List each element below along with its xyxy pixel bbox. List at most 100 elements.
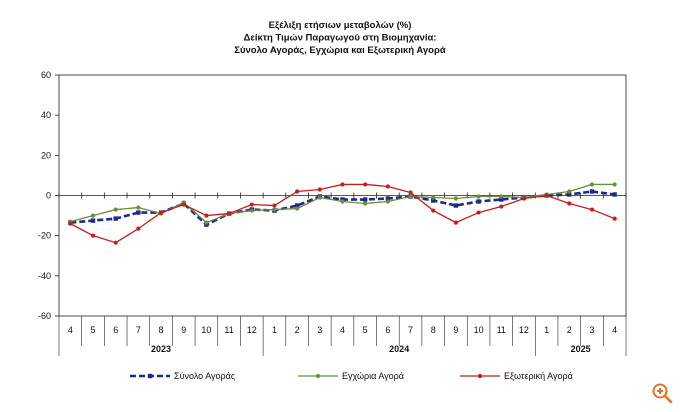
data-point [68,221,73,226]
data-point [227,211,232,216]
data-point [385,196,391,201]
x-tick-label: 6 [113,325,118,335]
y-tick-label: 0 [46,191,51,201]
data-point [453,220,458,225]
x-tick-label: 8 [159,325,164,335]
data-point [589,189,595,194]
y-tick-label: 40 [41,110,51,120]
data-point [340,182,345,187]
x-tick-label: 7 [408,325,413,335]
data-point [136,205,141,210]
y-tick-label: -20 [38,231,51,241]
x-tick-label: 5 [363,325,368,335]
chart-title: Εξέλιξη ετήσιων μεταβολών (%) Δείκτη Τιμώ… [234,20,446,56]
data-point [272,203,277,208]
legend-item: Εξωτερική Αγορά [460,371,573,381]
legend-label: Εξωτερική Αγορά [504,371,573,381]
x-tick-label: 8 [431,325,436,335]
data-point [317,195,322,200]
data-point [476,210,481,215]
data-point [544,193,549,198]
data-point [249,208,254,213]
x-tick-label: 12 [247,325,257,335]
y-tick-label: 20 [41,150,51,160]
data-point [204,220,209,225]
x-tick-label: 3 [589,325,594,335]
data-point [249,202,254,207]
data-point [113,240,118,245]
legend-marker [315,373,321,379]
data-point [272,207,277,212]
series-1 [68,189,617,227]
x-tick-label: 9 [181,325,186,335]
legend-item: Εγχώρια Αγορά [298,371,404,381]
data-point [453,196,458,201]
data-point [363,182,368,187]
chart-title-line: Σύνολο Αγοράς, Εγχώρια και Εξωτερική Αγο… [234,45,446,56]
x-tick-label: 12 [519,325,529,335]
x-tick-label: 10 [474,325,484,335]
data-point [521,196,527,201]
x-tick-label: 5 [91,325,96,335]
data-point [589,207,595,212]
data-point [476,194,481,199]
data-point [567,192,572,197]
data-point [158,210,164,215]
data-point [408,190,413,195]
data-point [567,201,572,206]
legend-marker [477,373,483,379]
zoom-in-button[interactable] [650,381,674,405]
data-point [363,201,368,206]
data-point [362,197,368,202]
y-tick-label: -60 [38,311,51,321]
year-label: 2023 [151,344,171,354]
x-tick-label: 11 [497,325,506,335]
data-point [136,226,141,231]
data-point [295,189,300,194]
data-point [385,199,390,204]
zoom-in-icon [652,383,673,404]
x-tick-label: 4 [340,325,345,335]
data-point [453,203,459,208]
data-point [90,218,96,223]
data-point [181,202,186,207]
x-tick-label: 2 [295,325,300,335]
data-point [113,216,118,221]
data-point [612,216,617,221]
series-layer [68,182,617,245]
data-point [476,199,481,204]
legend-marker [147,373,153,379]
data-point [90,213,96,218]
x-tick-label: 6 [385,325,390,335]
data-point [113,207,118,212]
x-tick-label: 4 [612,325,617,335]
data-point [612,192,617,197]
data-point [136,210,141,215]
data-point [204,213,209,218]
legend-item: Σύνολο Αγοράς [130,371,236,381]
x-tick-label: 10 [201,325,211,335]
series-3 [68,182,617,245]
data-point [431,195,436,200]
data-point [431,198,436,203]
data-point [294,203,300,208]
data-point [340,199,345,204]
data-point [90,233,96,238]
chart-title-line: Εξέλιξη ετήσιων μεταβολών (%) [269,20,412,31]
legend-label: Εγχώρια Αγορά [342,371,404,381]
year-label: 2024 [389,344,409,354]
y-tick-label: -40 [38,271,51,281]
chart-title-line: Δείκτη Τιμών Παραγωγού στη Βιομηχανία: [244,33,437,44]
data-point [295,206,300,211]
x-tick-label: 7 [136,325,141,335]
y-tick-label: 60 [41,70,51,80]
legend-label: Σύνολο Αγοράς [174,371,236,381]
year-label: 2025 [571,344,591,354]
x-tick-label: 11 [224,325,233,335]
data-point [589,182,595,187]
x-tick-label: 3 [317,325,322,335]
x-tick-label: 4 [68,325,73,335]
x-tick-label: 1 [544,325,549,335]
